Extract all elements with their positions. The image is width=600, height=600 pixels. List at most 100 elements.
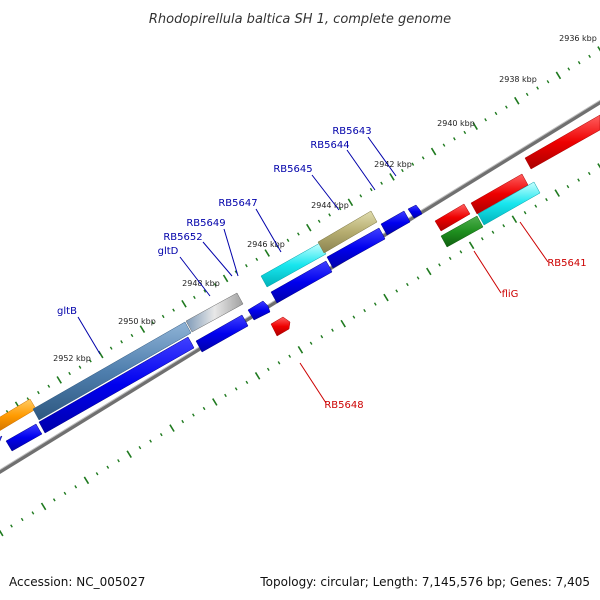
gene-blue[interactable]: [270, 260, 333, 304]
gene-blue[interactable]: [407, 204, 423, 219]
minor-tick: [587, 171, 591, 176]
major-tick: [340, 319, 346, 328]
minor-tick: [120, 340, 123, 344]
minor-tick: [245, 264, 248, 268]
minor-tick: [502, 224, 506, 228]
gene-red-top[interactable]: [524, 114, 600, 170]
genome-summary: Topology: circular; Length: 7,145,576 bp…: [259, 575, 590, 589]
minor-tick: [453, 137, 456, 141]
minor-tick: [89, 359, 92, 363]
gene-label[interactable]: RB5648: [324, 400, 363, 411]
minor-tick: [74, 485, 78, 489]
gene-blue[interactable]: [0, 435, 3, 453]
minor-tick: [172, 308, 175, 312]
minor-tick: [536, 86, 539, 90]
minor-tick: [363, 308, 366, 313]
gene-blue[interactable]: [195, 314, 249, 353]
gene-red-reverse[interactable]: [434, 203, 471, 232]
minor-tick: [523, 211, 527, 215]
ruler-label: 2952 kbp: [53, 354, 91, 363]
major-tick: [306, 223, 312, 232]
minor-tick: [52, 498, 56, 502]
inner-tick-row: [0, 163, 600, 537]
gene-blue[interactable]: [5, 423, 43, 452]
outer-tick-row: [5, 46, 600, 414]
gene-label[interactable]: RB5644: [310, 140, 349, 151]
gene-label[interactable]: gltD: [158, 246, 179, 257]
ruler-label: 2940 kbp: [437, 119, 475, 128]
gene-blue[interactable]: [380, 210, 411, 236]
minor-tick: [577, 61, 581, 65]
gene-label[interactable]: gltB: [57, 306, 77, 317]
minor-tick: [130, 333, 134, 338]
gene-label[interactable]: RB5645: [273, 164, 312, 175]
minor-tick: [138, 446, 142, 450]
gene-RB5641[interactable]: [470, 173, 529, 215]
minor-tick: [463, 130, 467, 135]
minor-tick: [545, 197, 548, 202]
major-tick: [554, 189, 560, 197]
major-tick: [56, 376, 62, 384]
minor-tick: [63, 491, 67, 495]
label-leaders: [77, 136, 549, 404]
minor-tick: [109, 346, 113, 350]
minor-tick: [266, 367, 270, 371]
major-tick: [126, 450, 132, 459]
major-tick: [555, 71, 562, 80]
minor-tick: [401, 168, 404, 173]
gene-RB5645[interactable]: [317, 210, 378, 254]
minor-tick: [297, 232, 300, 236]
ruler-label: 2938 kbp: [499, 75, 537, 84]
minor-tick: [494, 111, 498, 116]
gene-label[interactable]: RB5643: [332, 126, 371, 137]
minor-tick: [202, 406, 206, 411]
minor-tick: [534, 204, 538, 208]
minor-tick: [406, 282, 409, 287]
minor-tick: [117, 459, 120, 463]
minor-tick: [546, 80, 550, 84]
gene-cyan-reverse[interactable]: [477, 181, 541, 226]
gene-label[interactable]: RB5647: [218, 198, 257, 209]
major-tick: [468, 241, 475, 250]
accession-label: Accession: NC_005027: [9, 575, 145, 589]
gene-RB5647[interactable]: [260, 242, 327, 288]
major-tick: [212, 398, 218, 406]
minor-tick: [149, 439, 152, 443]
major-tick: [254, 372, 261, 380]
minor-tick: [352, 315, 356, 319]
minor-tick: [459, 250, 463, 254]
minor-tick: [317, 219, 321, 223]
minor-tick: [78, 365, 82, 369]
gene-blue[interactable]: [326, 227, 386, 269]
minor-tick: [309, 341, 313, 345]
major-tick: [222, 274, 229, 283]
major-tick: [430, 147, 437, 156]
major-tick: [597, 163, 600, 169]
minor-tick: [588, 54, 591, 58]
gene-RB5648[interactable]: [270, 316, 291, 337]
minor-tick: [328, 213, 331, 217]
major-tick: [347, 198, 354, 207]
minor-tick: [159, 432, 163, 437]
minor-tick: [245, 380, 249, 385]
gene-labels: RB5643 RB5644 RB5645 RB5647 RB5649 RB565…: [57, 126, 587, 411]
gene-gltD[interactable]: [185, 292, 244, 333]
gene-label[interactable]: RB5641: [547, 258, 586, 269]
gene-blue[interactable]: [38, 336, 195, 434]
gene-label[interactable]: RB5649: [186, 218, 225, 229]
minor-tick: [277, 361, 281, 365]
gene-label[interactable]: RB5652: [163, 232, 202, 243]
minor-tick: [320, 335, 324, 339]
gene-blue[interactable]: [247, 300, 271, 321]
ruler-label: 2950 kbp: [118, 317, 156, 326]
minor-tick: [338, 206, 342, 211]
gene-label[interactable]: fliG: [502, 289, 519, 300]
minor-tick: [151, 321, 155, 325]
gene-gltB[interactable]: [32, 321, 192, 421]
minor-tick: [411, 162, 415, 166]
major-tick: [597, 46, 600, 52]
gene-fliG[interactable]: [440, 215, 484, 248]
minor-tick: [491, 230, 495, 234]
minor-tick: [161, 314, 165, 319]
